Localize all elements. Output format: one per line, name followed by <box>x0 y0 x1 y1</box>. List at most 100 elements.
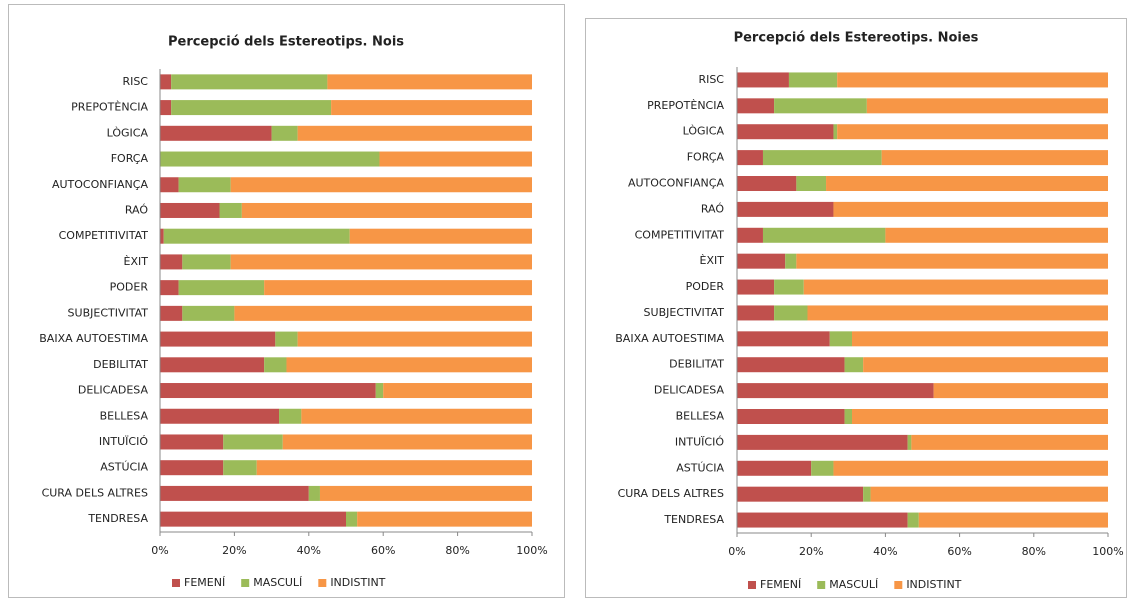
y-tick-label: ÈXIT <box>124 255 149 268</box>
y-tick-label: PODER <box>686 280 725 293</box>
bar-segment <box>870 486 1108 502</box>
bar-segment <box>829 331 853 347</box>
bar-segment <box>885 227 1108 243</box>
bar-segment <box>160 511 346 527</box>
bar-segment <box>833 124 838 140</box>
bar-segment <box>160 434 224 450</box>
bar-segment <box>234 305 532 321</box>
bar-segment <box>737 253 786 269</box>
bar-segment <box>737 305 775 321</box>
x-tick-label: 0% <box>728 545 745 558</box>
bar-segment <box>737 331 830 347</box>
bar-segment <box>178 280 265 296</box>
y-tick-label: COMPETITIVITAT <box>635 228 725 241</box>
x-tick-label: 0% <box>151 544 168 557</box>
y-tick-label: DELICADESA <box>78 384 149 397</box>
bar-segment <box>737 227 763 243</box>
bar-segment <box>160 280 179 296</box>
bar-segment <box>331 100 532 116</box>
bar-segment <box>762 227 886 243</box>
bar-segment <box>171 74 328 90</box>
bar-segment <box>264 280 532 296</box>
y-tick-label: FORÇA <box>687 151 725 164</box>
bar-segment <box>256 460 532 476</box>
bar-segment <box>863 486 871 502</box>
legend-label: MASCULÍ <box>829 578 878 591</box>
bar-segment <box>833 460 1108 476</box>
bar-segment <box>375 383 384 399</box>
bar-segment <box>837 124 1108 140</box>
bar-segment <box>737 279 775 295</box>
bar-segment <box>223 460 257 476</box>
bar-segment <box>737 460 812 476</box>
bar-segment <box>297 125 532 141</box>
bar-segment <box>911 434 1108 450</box>
bar-segment <box>346 511 358 527</box>
legend-swatch <box>172 579 180 587</box>
bar-segment <box>762 150 882 166</box>
y-tick-label: RAÓ <box>701 202 725 215</box>
y-tick-label: PODER <box>110 281 149 294</box>
bar-segment <box>866 98 1108 114</box>
bar-segment <box>264 357 287 373</box>
bar-segment <box>160 331 276 347</box>
bar-segment <box>907 434 912 450</box>
bar-segment <box>796 176 827 191</box>
y-tick-label: INTUÏCIÓ <box>99 435 148 448</box>
y-tick-label: ASTÚCIA <box>100 461 148 474</box>
y-tick-label: TENDRESA <box>663 513 724 526</box>
y-tick-label: FORÇA <box>111 152 149 165</box>
bar-segment <box>271 125 298 141</box>
bar-segment <box>863 357 1108 373</box>
bar-segment <box>737 486 864 502</box>
y-tick-label: BELLESA <box>676 410 725 423</box>
bar-segment <box>737 409 845 424</box>
bar-segment <box>785 253 797 269</box>
bar-segment <box>160 383 376 399</box>
bar-segment <box>230 177 532 193</box>
y-tick-label: DELICADESA <box>654 384 725 397</box>
bar-segment <box>844 357 864 373</box>
chart-title: Percepció dels Estereotips. Noies <box>734 31 979 46</box>
bar-segment <box>379 151 532 167</box>
bar-segment <box>160 460 224 476</box>
legend-swatch <box>318 579 327 587</box>
y-tick-label: RISC <box>698 73 724 86</box>
bar-segment <box>737 98 775 114</box>
bar-segment <box>349 228 532 244</box>
chart-title: Percepció dels Estereotips. Nois <box>168 35 404 50</box>
bar-segment <box>833 201 1108 217</box>
bar-segment <box>774 98 867 114</box>
bar-segment <box>774 279 804 295</box>
bar-segment <box>826 176 1108 191</box>
bar-segment <box>811 460 834 476</box>
bar-segment <box>807 305 1108 321</box>
y-tick-label: RISC <box>122 75 148 88</box>
y-tick-label: AUTOCONFIANÇA <box>52 178 149 191</box>
legend-label: FEMENÍ <box>760 578 801 591</box>
bar-segment <box>178 177 231 193</box>
bar-segment <box>737 434 908 450</box>
bar-segment <box>182 254 231 270</box>
bar-segment <box>219 202 242 218</box>
chart-frame <box>8 4 565 598</box>
bar-segment <box>796 253 1108 269</box>
bar-segment <box>788 72 838 88</box>
bar-segment <box>279 408 302 424</box>
x-tick-label: 100% <box>1092 545 1123 558</box>
y-tick-label: BELLESA <box>100 409 149 422</box>
x-tick-label: 20% <box>799 545 823 558</box>
y-tick-label: CURA DELS ALTRES <box>42 486 148 499</box>
y-tick-label: PREPOTÈNCIA <box>71 101 148 114</box>
y-tick-label: BAIXA AUTOESTIMA <box>615 332 724 345</box>
y-tick-label: CURA DELS ALTRES <box>618 487 724 500</box>
bar-segment <box>160 125 272 141</box>
bar-segment <box>737 383 934 399</box>
bar-segment <box>737 72 789 88</box>
bar-segment <box>737 124 834 140</box>
y-tick-label: ASTÚCIA <box>676 461 724 474</box>
x-tick-label: 100% <box>516 544 547 557</box>
bar-segment <box>160 151 380 167</box>
bar-segment <box>160 228 164 244</box>
